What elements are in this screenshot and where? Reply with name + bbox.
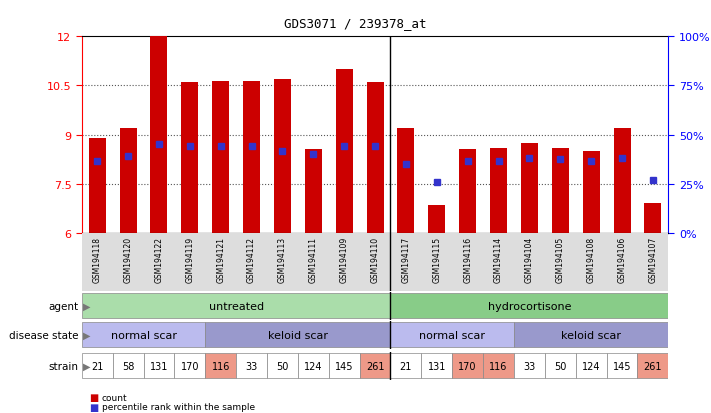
Text: 21: 21 — [91, 361, 103, 371]
Text: hydrocortisone: hydrocortisone — [488, 301, 571, 311]
Text: 261: 261 — [365, 361, 385, 371]
Bar — [390, 322, 514, 348]
Bar — [576, 353, 606, 379]
Text: 116: 116 — [211, 361, 230, 371]
Bar — [82, 322, 205, 348]
Text: 131: 131 — [427, 361, 446, 371]
Bar — [483, 353, 514, 379]
Bar — [181, 83, 198, 233]
Text: 50: 50 — [554, 361, 567, 371]
Text: 145: 145 — [335, 361, 353, 371]
Text: GSM194109: GSM194109 — [340, 236, 348, 282]
Text: strain: strain — [48, 361, 78, 371]
Text: GSM194120: GSM194120 — [124, 236, 132, 282]
Bar — [336, 70, 353, 233]
Text: GSM194121: GSM194121 — [216, 236, 225, 282]
Text: GSM194118: GSM194118 — [92, 236, 102, 282]
Bar — [514, 353, 545, 379]
Text: 261: 261 — [643, 361, 662, 371]
Bar — [82, 293, 390, 319]
Text: 116: 116 — [489, 361, 508, 371]
Text: ▶: ▶ — [83, 301, 91, 311]
Text: 170: 170 — [459, 361, 477, 371]
Text: GSM194113: GSM194113 — [278, 236, 287, 282]
Bar — [644, 204, 661, 233]
Bar — [583, 152, 599, 233]
Text: ■: ■ — [89, 402, 98, 412]
Bar — [144, 353, 174, 379]
Bar — [328, 353, 360, 379]
Text: ▶: ▶ — [83, 361, 91, 371]
Bar — [298, 353, 328, 379]
Text: GSM194105: GSM194105 — [556, 236, 565, 282]
Text: 145: 145 — [613, 361, 631, 371]
Text: GDS3071 / 239378_at: GDS3071 / 239378_at — [284, 17, 427, 29]
Text: ■: ■ — [89, 392, 98, 402]
Text: GSM194122: GSM194122 — [154, 236, 164, 282]
Bar — [305, 150, 322, 233]
Bar — [360, 353, 390, 379]
Text: GSM194114: GSM194114 — [494, 236, 503, 282]
Text: 131: 131 — [150, 361, 168, 371]
Bar — [274, 80, 291, 233]
Text: ▶: ▶ — [83, 330, 91, 340]
Bar — [390, 353, 422, 379]
Text: GSM194111: GSM194111 — [309, 236, 318, 282]
Text: 50: 50 — [277, 361, 289, 371]
Bar — [205, 353, 236, 379]
Bar — [367, 83, 383, 233]
Text: 124: 124 — [582, 361, 600, 371]
Text: 21: 21 — [400, 361, 412, 371]
Text: GSM194115: GSM194115 — [432, 236, 442, 282]
Bar — [606, 353, 638, 379]
Bar — [119, 129, 137, 233]
Bar — [552, 148, 569, 233]
Text: 58: 58 — [122, 361, 134, 371]
Text: agent: agent — [48, 301, 78, 311]
Bar — [112, 353, 144, 379]
Text: keloid scar: keloid scar — [561, 330, 621, 340]
Text: 33: 33 — [523, 361, 535, 371]
Bar — [514, 322, 668, 348]
Text: GSM194106: GSM194106 — [618, 236, 626, 282]
Text: normal scar: normal scar — [419, 330, 485, 340]
Bar — [205, 322, 390, 348]
Bar — [638, 353, 668, 379]
Text: normal scar: normal scar — [110, 330, 176, 340]
Bar — [243, 81, 260, 233]
Bar — [236, 353, 267, 379]
Text: GSM194104: GSM194104 — [525, 236, 534, 282]
Text: 33: 33 — [245, 361, 257, 371]
Text: GSM194119: GSM194119 — [186, 236, 194, 282]
Text: 170: 170 — [181, 361, 199, 371]
Text: GSM194110: GSM194110 — [370, 236, 380, 282]
Bar — [545, 353, 576, 379]
Bar — [397, 129, 415, 233]
Text: 124: 124 — [304, 361, 323, 371]
Bar — [422, 353, 452, 379]
Bar — [89, 138, 106, 233]
Bar — [267, 353, 298, 379]
Text: GSM194116: GSM194116 — [463, 236, 472, 282]
Bar — [82, 353, 112, 379]
Text: count: count — [102, 393, 127, 402]
Bar — [428, 206, 445, 233]
Bar — [390, 293, 668, 319]
Bar — [212, 81, 229, 233]
Bar — [459, 150, 476, 233]
Text: untreated: untreated — [208, 301, 264, 311]
Text: percentile rank within the sample: percentile rank within the sample — [102, 402, 255, 411]
Text: keloid scar: keloid scar — [268, 330, 328, 340]
Text: GSM194108: GSM194108 — [587, 236, 596, 282]
Bar — [490, 148, 507, 233]
Text: GSM194117: GSM194117 — [402, 236, 410, 282]
Bar — [614, 129, 631, 233]
Text: GSM194112: GSM194112 — [247, 236, 256, 282]
Bar — [452, 353, 483, 379]
Bar — [151, 37, 167, 233]
Text: GSM194107: GSM194107 — [648, 236, 658, 282]
Bar — [174, 353, 205, 379]
Bar — [521, 143, 538, 233]
Text: disease state: disease state — [9, 330, 78, 340]
